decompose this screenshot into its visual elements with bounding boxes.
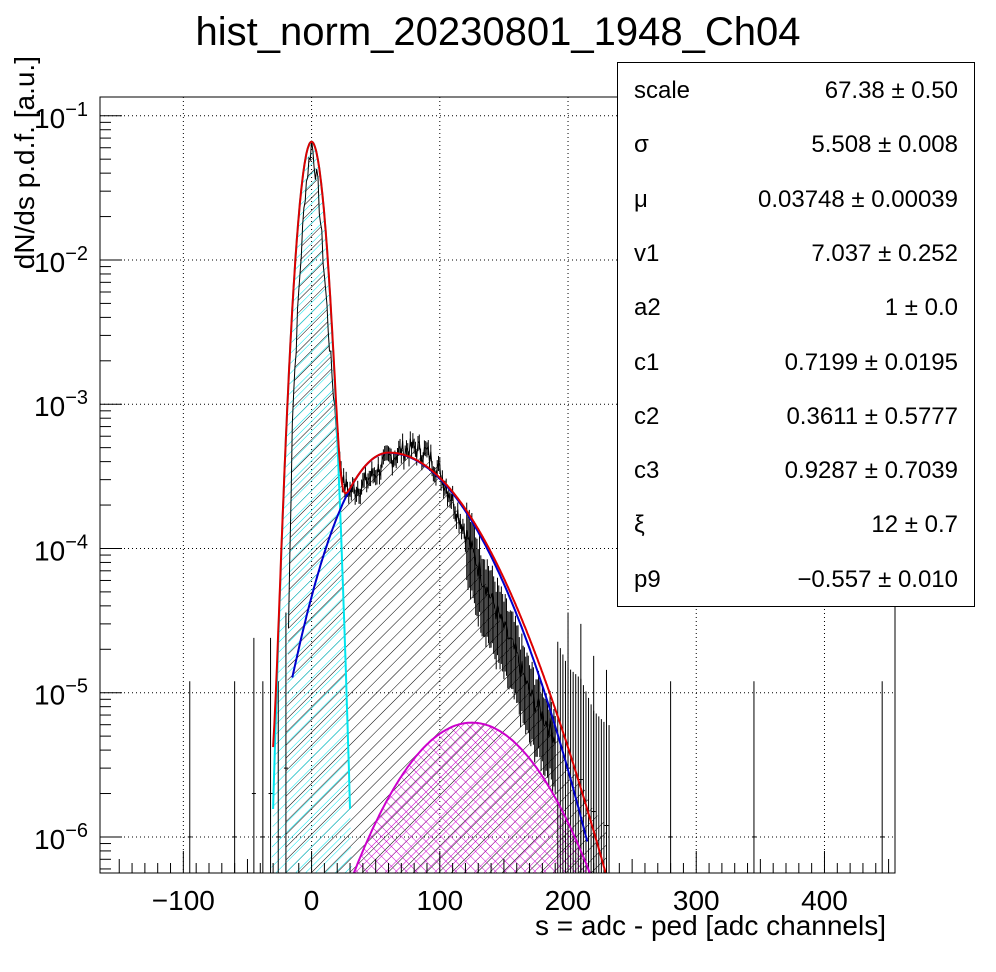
fit-parameter-value: 1 ± 0.0	[884, 294, 958, 322]
y-tick-label: 10−2	[34, 243, 88, 278]
fit-parameter-name: σ	[634, 131, 649, 159]
x-axis-label: s = adc - ped [adc channels]	[535, 910, 886, 941]
fit-stats-box: scale 67.38 ± 0.50 σ 5.508 ± 0.008 μ 0.03748 …	[617, 62, 975, 607]
double-pe-curve	[352, 721, 591, 873]
fit-parameter-value: 67.38 ± 0.50	[824, 77, 958, 104]
y-tick-label: 10−6	[34, 820, 88, 855]
x-tick-label: 100	[416, 885, 463, 916]
fit-parameter-value: 0.3611 ± 0.5777	[786, 402, 958, 430]
y-tick-label: 10−5	[34, 676, 88, 711]
double-pe-fill-b	[337, 722, 620, 873]
total-fit-curve	[272, 140, 607, 873]
fit-parameter-name: scale	[634, 77, 691, 104]
fit-parameter-value: 7.037 ± 0.252	[811, 239, 958, 267]
x-tick-label: −100	[152, 885, 215, 916]
fit-parameter-row: p9 −0.557 ± 0.010	[618, 552, 974, 606]
fit-parameter-row: scale 67.38 ± 0.50	[618, 63, 974, 117]
y-axis-label: dN/ds p.d.f. [a.u.]	[9, 56, 40, 270]
fit-parameter-row: a2 1 ± 0.0	[618, 280, 974, 334]
y-tick-label: 10−3	[34, 387, 88, 422]
fit-parameter-row: σ 5.508 ± 0.008	[618, 117, 974, 171]
chart-title: hist_norm_20230801_1948_Ch04	[195, 10, 801, 54]
fit-parameter-name: c1	[634, 348, 660, 376]
data-hatch-fill	[285, 141, 607, 873]
fit-parameter-row: ξ 12 ± 0.7	[618, 497, 974, 551]
fit-parameter-row: c2 0.3611 ± 0.5777	[618, 389, 974, 443]
fit-parameter-name: ξ	[634, 511, 645, 539]
fit-parameter-row: c3 0.9287 ± 0.7039	[618, 443, 974, 497]
x-tick-label: 0	[304, 885, 320, 916]
fit-parameter-value: 0.9287 ± 0.7039	[784, 457, 958, 485]
fit-parameter-row: c1 0.7199 ± 0.0195	[618, 335, 974, 389]
x-tick-label: 200	[545, 885, 592, 916]
fit-parameter-name: c3	[634, 457, 660, 485]
fit-parameter-value: 0.03748 ± 0.00039	[757, 185, 958, 213]
fit-parameter-value: 5.508 ± 0.008	[811, 131, 958, 159]
y-tick-label: 10−4	[34, 531, 88, 566]
fit-parameter-row: v1 7.037 ± 0.252	[618, 226, 974, 280]
fit-parameter-name: μ	[634, 185, 648, 213]
fit-parameter-value: 12 ± 0.7	[871, 511, 958, 539]
fit-parameter-row: μ 0.03748 ± 0.00039	[618, 172, 974, 226]
fit-parameter-name: c2	[634, 402, 660, 430]
x-tick-label: 300	[673, 885, 720, 916]
data-series	[187, 140, 885, 873]
fit-parameter-name: p9	[634, 565, 661, 593]
fit-parameter-name: a2	[634, 294, 661, 322]
fit-parameter-value: −0.557 ± 0.010	[797, 565, 958, 593]
x-tick-label: 400	[801, 885, 848, 916]
fit-parameter-name: v1	[634, 239, 660, 267]
fit-parameter-value: 0.7199 ± 0.0195	[784, 348, 958, 376]
plot-area	[187, 140, 885, 873]
y-tick-label: 10−1	[34, 99, 88, 134]
pedestal-fill	[266, 141, 357, 873]
